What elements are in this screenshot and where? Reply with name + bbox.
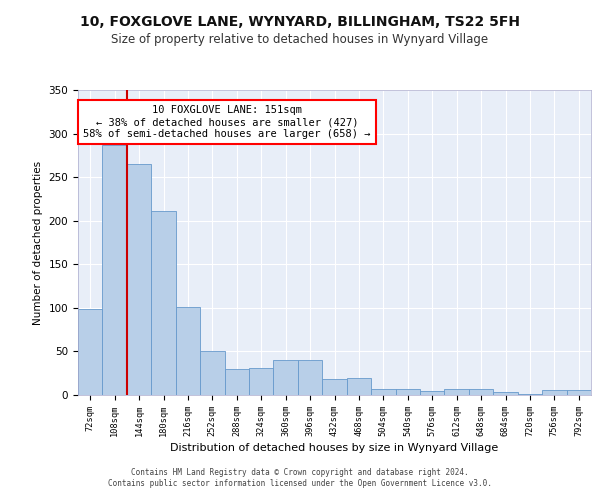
Bar [78, 308, 103, 395]
Bar [469, 389, 493, 395]
Bar [371, 389, 395, 395]
Text: 10, FOXGLOVE LANE, WYNYARD, BILLINGHAM, TS22 5FH: 10, FOXGLOVE LANE, WYNYARD, BILLINGHAM, … [80, 15, 520, 29]
Bar [127, 164, 151, 395]
Bar [200, 352, 224, 395]
X-axis label: Distribution of detached houses by size in Wynyard Village: Distribution of detached houses by size … [170, 443, 499, 453]
Bar [395, 389, 420, 395]
Bar [322, 380, 347, 395]
Y-axis label: Number of detached properties: Number of detached properties [33, 160, 43, 324]
Text: Size of property relative to detached houses in Wynyard Village: Size of property relative to detached ho… [112, 32, 488, 46]
Text: Contains HM Land Registry data © Crown copyright and database right 2024.
Contai: Contains HM Land Registry data © Crown c… [108, 468, 492, 487]
Bar [420, 390, 445, 395]
Bar [249, 368, 274, 395]
Bar [224, 369, 249, 395]
Bar [445, 389, 469, 395]
Bar [176, 307, 200, 395]
Bar [542, 390, 566, 395]
Bar [103, 145, 127, 395]
Bar [151, 211, 176, 395]
Bar [566, 390, 591, 395]
Bar [298, 360, 322, 395]
Bar [518, 394, 542, 395]
Bar [493, 392, 518, 395]
Text: 10 FOXGLOVE LANE: 151sqm
← 38% of detached houses are smaller (427)
58% of semi-: 10 FOXGLOVE LANE: 151sqm ← 38% of detach… [83, 106, 371, 138]
Bar [274, 360, 298, 395]
Bar [347, 378, 371, 395]
